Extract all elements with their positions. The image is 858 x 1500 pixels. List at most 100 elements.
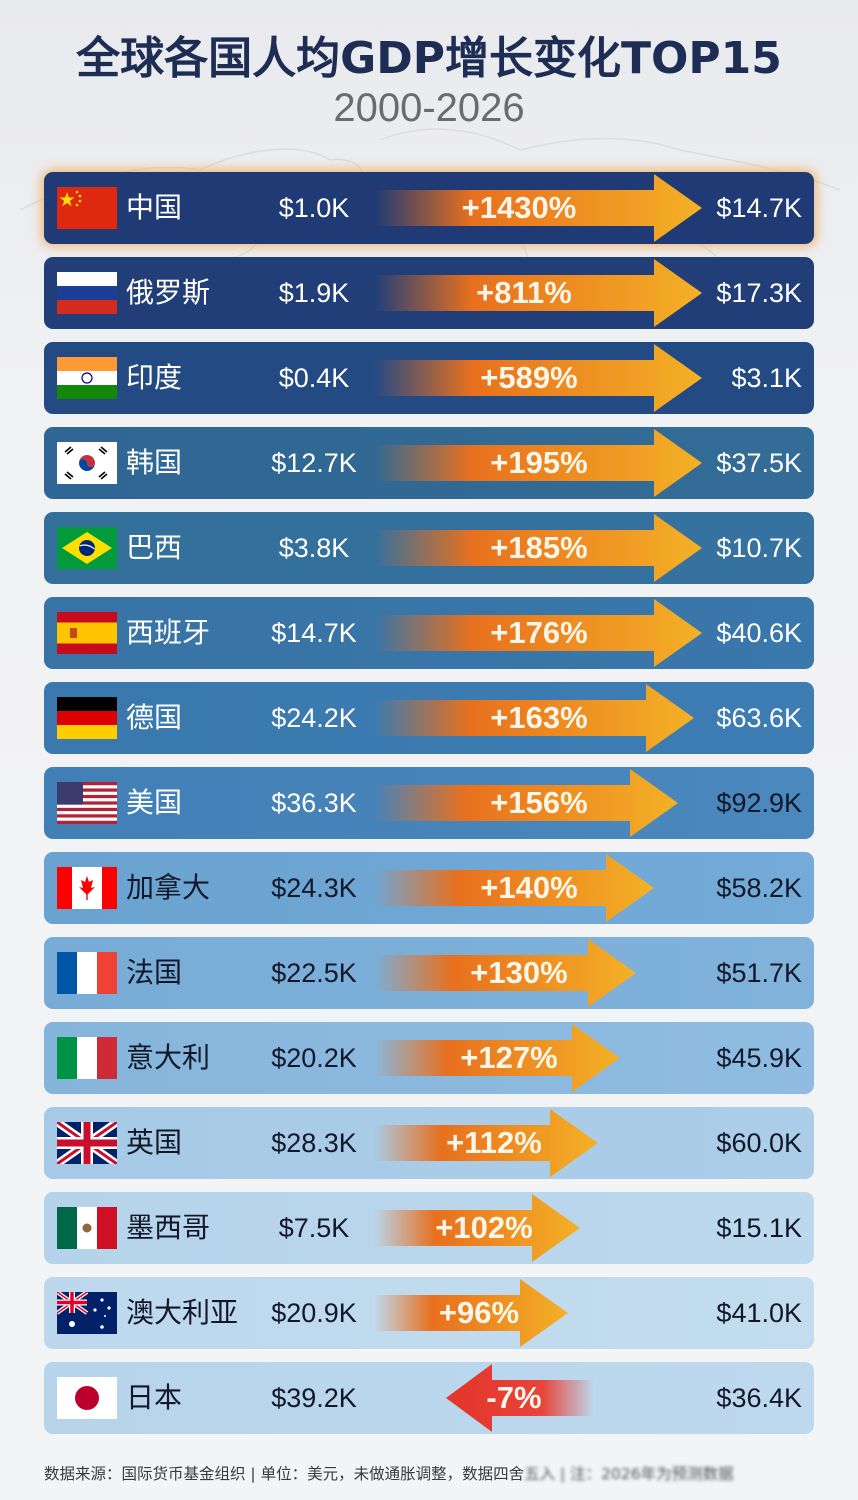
start-value: $28.3K [271,1128,357,1158]
growth-percent: +589% [480,360,578,395]
country-name: 澳大利亚 [126,1296,239,1329]
footer-text: 数据来源：国际货币基金组织 | 单位：美元，未做通胀调整，数据四舍 [44,1465,525,1483]
country-name: 意大利 [126,1041,211,1074]
table-row: 中国 $1.0K +1430% $14.7K [44,172,814,244]
end-value: $17.3K [716,278,802,308]
uk-flag-icon [57,1122,117,1164]
start-value: $3.8K [278,533,350,563]
country-name: 印度 [126,361,183,394]
end-value: $14.7K [716,193,802,223]
start-value: $7.5K [278,1213,350,1243]
table-row: 西班牙 $14.7K +176% $40.6K [44,597,814,669]
country-name: 加拿大 [126,871,211,904]
gdp-ranking-list: 中国 $1.0K +1430% $14.7K 俄罗斯 $1.9K +811% $… [44,172,814,1447]
south-korea-flag-icon [57,442,117,484]
country-name: 美国 [126,786,183,819]
germany-flag-icon [57,697,117,739]
start-value: $0.4K [278,363,350,393]
table-row: 墨西哥 $7.5K +102% $15.1K [44,1192,814,1264]
country-name: 德国 [126,701,183,734]
growth-percent: +185% [490,530,588,565]
table-row: 印度 $0.4K +589% $3.1K [44,342,814,414]
end-value: $51.7K [716,958,802,988]
table-row: 德国 $24.2K +163% $63.6K [44,682,814,754]
start-value: $39.2K [271,1383,357,1413]
arrow-right-icon [374,1107,600,1179]
growth-percent: -7% [486,1380,542,1415]
start-value: $12.7K [271,448,357,478]
mexico-flag-icon [57,1207,117,1249]
table-row: 日本 $39.2K -7% $36.4K [44,1362,814,1434]
growth-percent: +163% [490,700,588,735]
table-row: 澳大利亚 $20.9K +96% $41.0K [44,1277,814,1349]
arrow-right-icon [374,852,656,924]
table-row: 英国 $28.3K +112% $60.0K [44,1107,814,1179]
france-flag-icon [57,952,117,994]
country-name: 英国 [126,1126,183,1159]
brazil-flag-icon [57,527,117,569]
growth-percent: +140% [480,870,578,905]
growth-percent: +127% [460,1040,558,1075]
arrow-right-icon [374,1277,570,1349]
page-title: 全球各国人均GDP增长变化TOP15 [76,33,782,84]
arrow-right-icon [374,597,704,669]
country-name: 韩国 [126,446,183,479]
growth-percent: +156% [490,785,588,820]
arrow-right-icon [374,342,704,414]
end-value: $37.5K [716,448,802,478]
table-row: 韩国 $12.7K +195% $37.5K [44,427,814,499]
page-subtitle: 2000-2026 [333,86,525,130]
end-value: $45.9K [716,1043,802,1073]
start-value: $20.2K [271,1043,357,1073]
table-row: 美国 $36.3K +156% $92.9K [44,767,814,839]
footer-obscured-text: 五入 | 注：2026年为预测数据 [524,1465,734,1483]
start-value: $24.2K [271,703,357,733]
growth-percent: +130% [470,955,568,990]
canada-flag-icon [57,867,117,909]
arrow-right-icon [374,937,638,1009]
arrow-right-icon [374,427,704,499]
growth-percent: +102% [435,1210,533,1245]
end-value: $60.0K [716,1128,802,1158]
arrow-left-icon [444,1362,594,1434]
start-value: $20.9K [271,1298,357,1328]
spain-flag-icon [57,612,117,654]
start-value: $24.3K [271,873,357,903]
start-value: $14.7K [271,618,357,648]
table-row: 法国 $22.5K +130% $51.7K [44,937,814,1009]
end-value: $58.2K [716,873,802,903]
india-flag-icon [57,357,117,399]
japan-flag-icon [57,1377,117,1419]
end-value: $63.6K [716,703,802,733]
country-name: 墨西哥 [126,1211,211,1244]
end-value: $15.1K [716,1213,802,1243]
growth-percent: +195% [490,445,588,480]
end-value: $92.9K [716,788,802,818]
table-row: 意大利 $20.2K +127% $45.9K [44,1022,814,1094]
italy-flag-icon [57,1037,117,1079]
end-value: $36.4K [716,1383,802,1413]
end-value: $40.6K [716,618,802,648]
arrow-right-icon [374,767,680,839]
russia-flag-icon [57,272,117,314]
china-flag-icon [57,187,117,229]
growth-percent: +811% [476,275,572,310]
usa-flag-icon [57,782,117,824]
country-name: 中国 [126,191,183,224]
start-value: $1.9K [278,278,350,308]
arrow-right-icon [374,257,704,329]
end-value: $3.1K [731,363,802,393]
end-value: $41.0K [716,1298,802,1328]
growth-percent: +112% [446,1125,542,1160]
start-value: $36.3K [271,788,357,818]
arrow-right-icon [374,682,696,754]
arrow-right-icon [374,172,704,244]
end-value: $10.7K [716,533,802,563]
table-row: 俄罗斯 $1.9K +811% $17.3K [44,257,814,329]
country-name: 法国 [126,956,183,989]
australia-flag-icon [57,1292,117,1334]
start-value: $1.0K [278,193,350,223]
table-row: 巴西 $3.8K +185% $10.7K [44,512,814,584]
growth-percent: +96% [438,1295,520,1330]
arrow-right-icon [374,1022,622,1094]
